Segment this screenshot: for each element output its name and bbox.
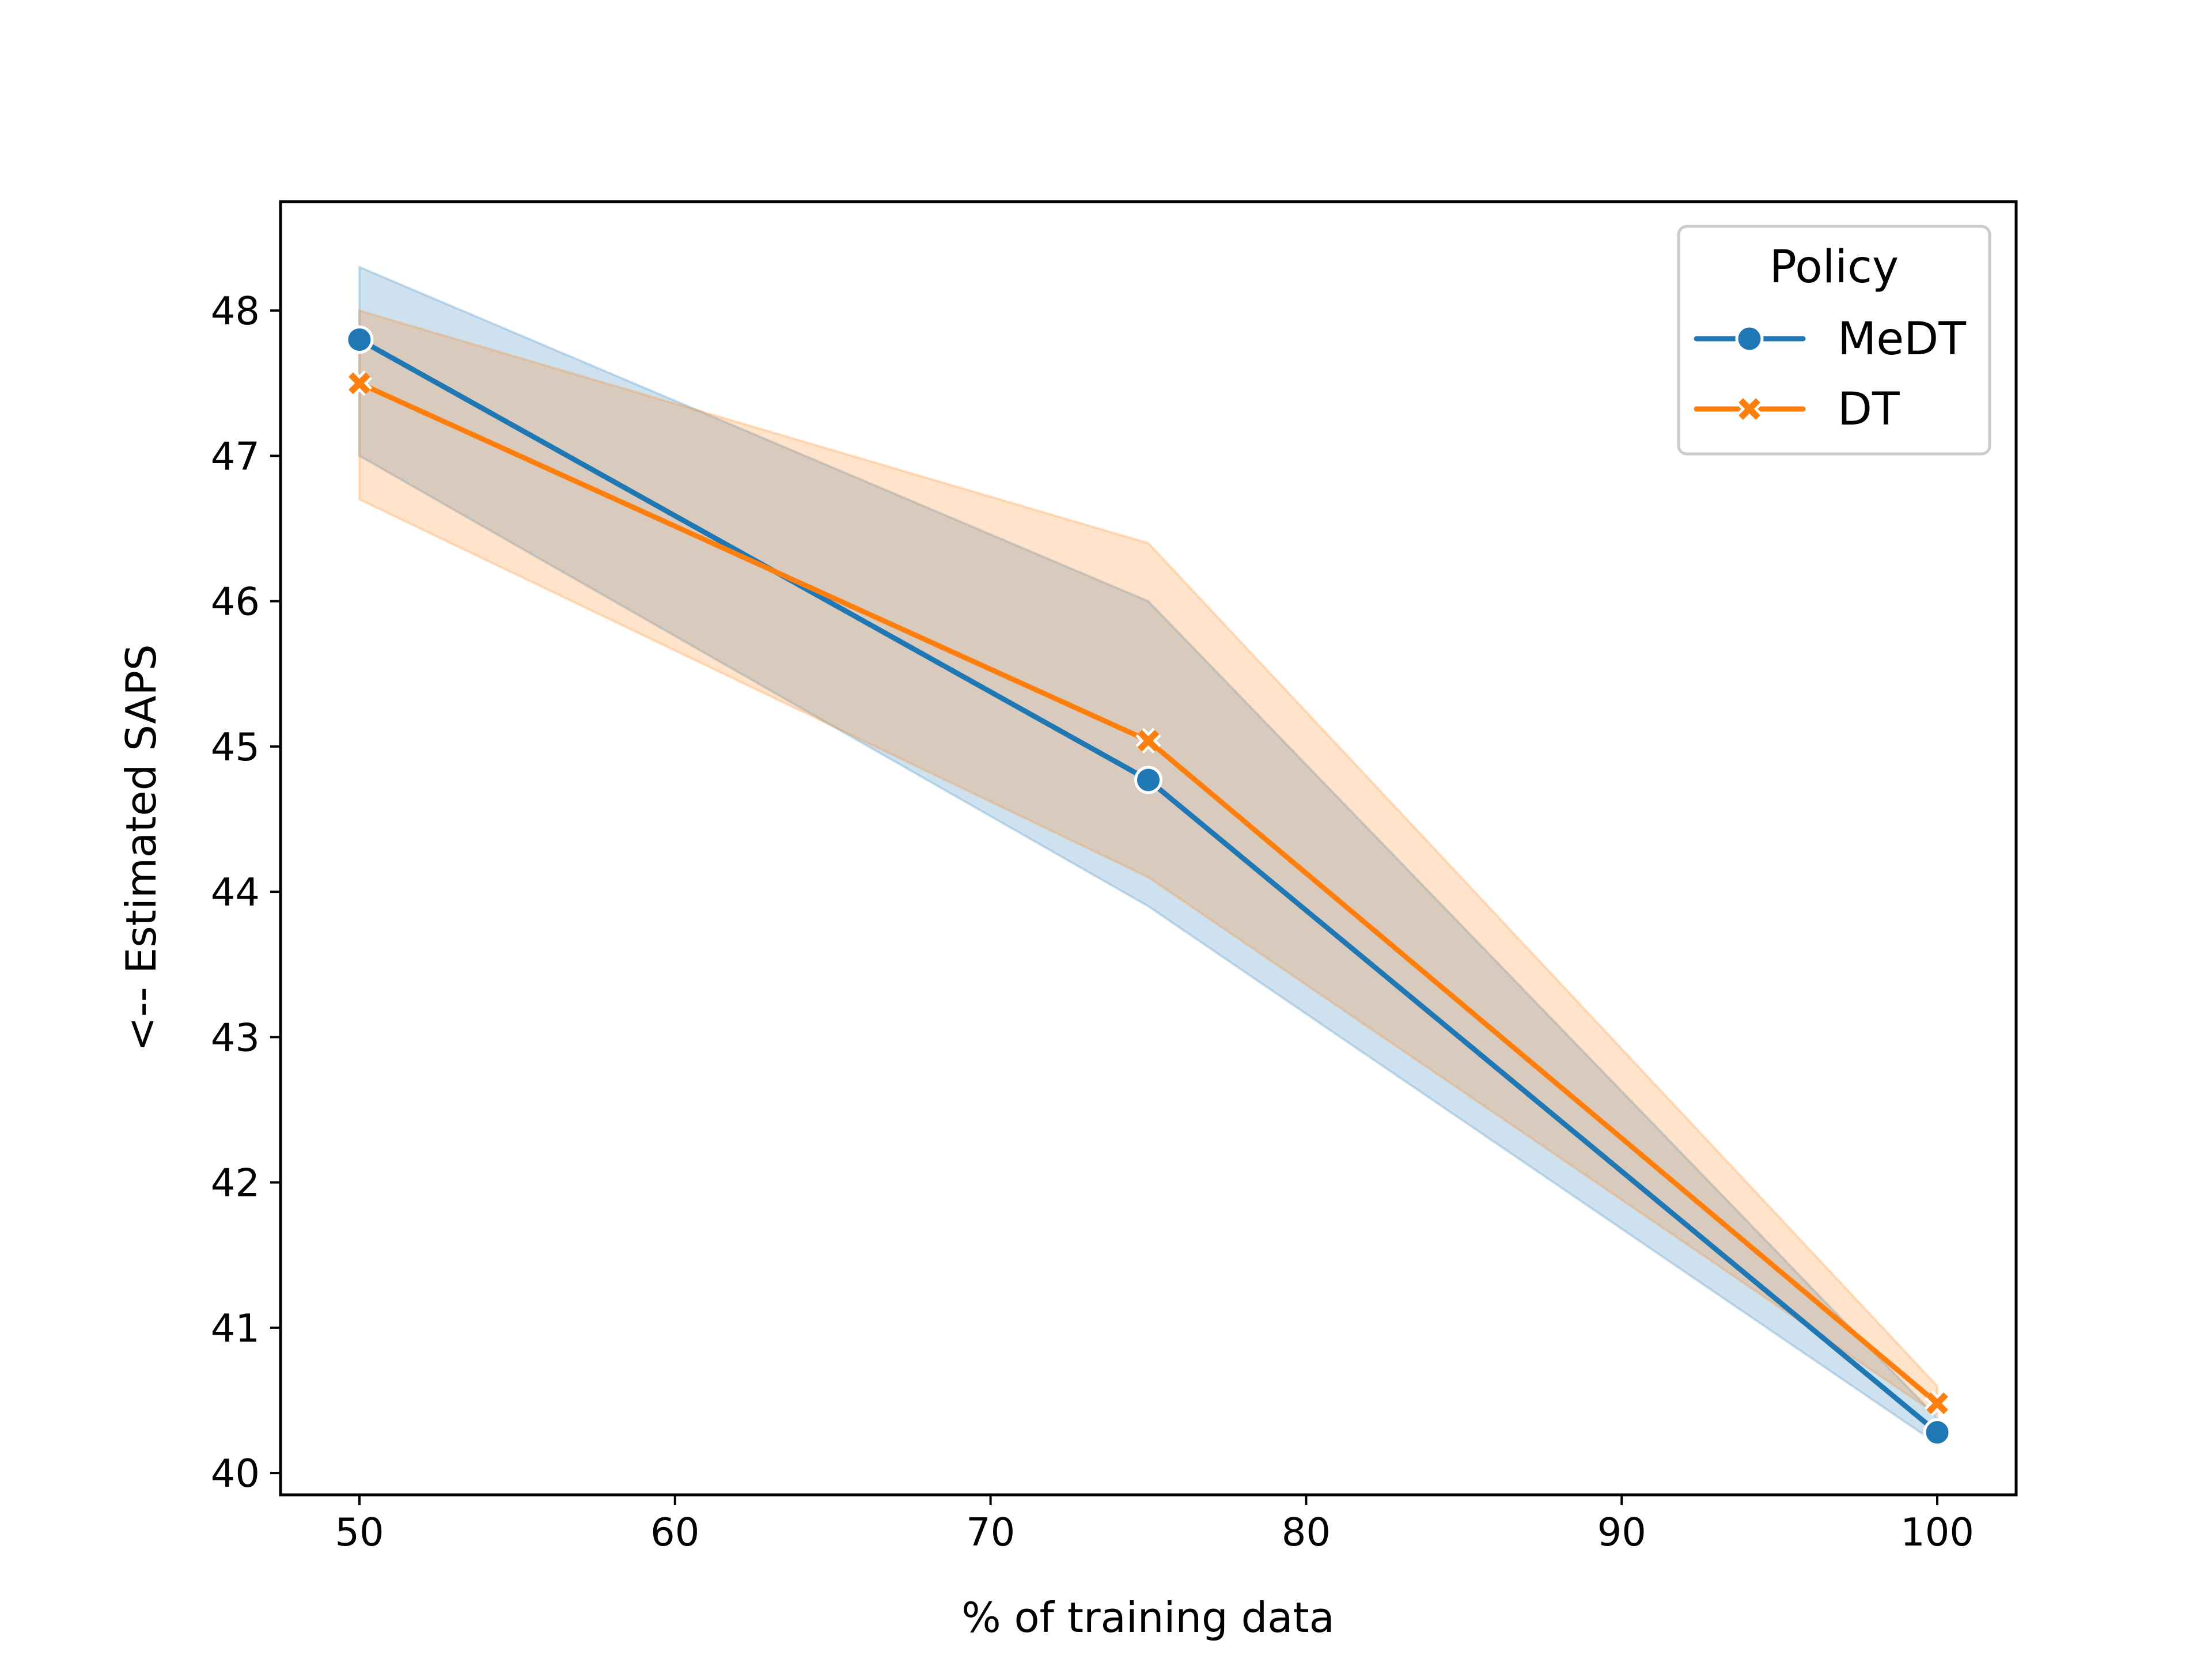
medt-point (1134, 766, 1162, 794)
y-tick-label: 46 (211, 579, 260, 624)
y-axis: 40 41 42 43 44 45 46 47 48 (211, 289, 281, 1496)
dt-point-stroke (1926, 1392, 1948, 1414)
legend-item-medt: MeDT (1694, 313, 1966, 365)
medt-point (1923, 1418, 1952, 1447)
dt-point (1924, 1391, 1950, 1416)
plot-frame (279, 200, 2018, 1497)
dt-confidence-band (358, 309, 1939, 1418)
legend-label: DT (1838, 384, 1900, 435)
x-tick-label: 60 (650, 1510, 699, 1555)
dt-point (346, 370, 373, 396)
y-tick-label: 47 (211, 434, 260, 479)
legend-swatch-marker-stroke (1738, 398, 1760, 420)
dt-point (1135, 728, 1161, 753)
x-tick-label: 50 (335, 1510, 384, 1555)
x-tick-label: 100 (1900, 1510, 1974, 1555)
x-axis: 50 60 70 80 90 100 (335, 1495, 1974, 1555)
y-axis-title: <-- Estimated SAPS (117, 644, 165, 1051)
x-axis-title: % of training data (961, 1593, 1335, 1642)
series-markers (345, 325, 1952, 1447)
legend-title: Policy (1770, 241, 1899, 293)
dt-point-stroke (1137, 729, 1160, 752)
legend-swatch-marker (1735, 324, 1764, 353)
x-tick-label: 90 (1597, 1510, 1646, 1555)
y-tick-label: 44 (211, 870, 260, 915)
legend-box (1677, 225, 1991, 456)
y-tick-label: 45 (211, 725, 260, 770)
legend: Policy MeDT DT (1677, 225, 1991, 456)
x-tick-label: 80 (1282, 1510, 1331, 1555)
legend-swatch-marker (1736, 396, 1763, 422)
y-tick-label: 41 (211, 1306, 260, 1351)
y-tick-label: 42 (211, 1161, 260, 1206)
y-tick-label: 48 (211, 289, 260, 334)
legend-items: MeDT DT (1694, 313, 1966, 435)
x-tick-label: 70 (966, 1510, 1015, 1555)
medt-point (345, 325, 374, 354)
dt-point-stroke (349, 372, 370, 395)
y-tick-label: 40 (211, 1451, 260, 1496)
legend-item-dt: DT (1694, 384, 1900, 435)
y-tick-label: 43 (211, 1015, 260, 1060)
legend-label: MeDT (1838, 313, 1966, 365)
